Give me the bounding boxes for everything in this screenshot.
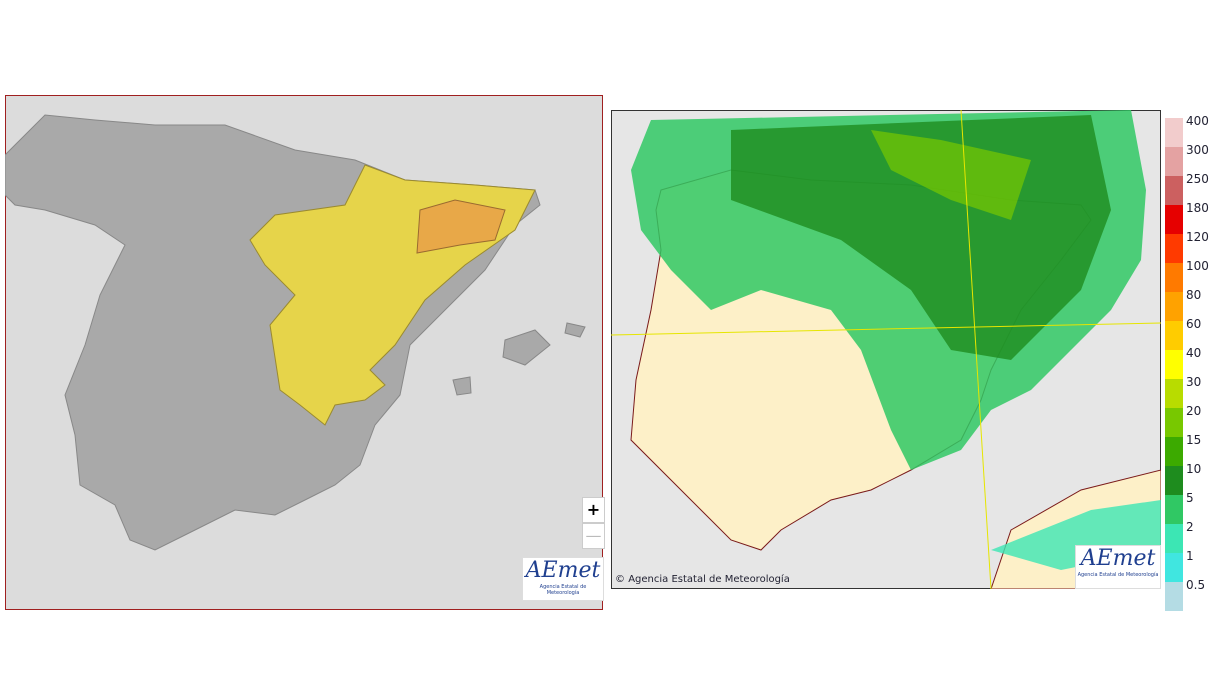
legend-swatch: [1165, 524, 1183, 553]
zoom-in-button[interactable]: +: [582, 497, 605, 523]
logo-subtitle: Agencia Estatal de Meteorología: [539, 584, 587, 596]
legend-label: 2: [1186, 520, 1194, 534]
island: [564, 322, 586, 338]
rain-map: © Agencia Estatal de Meteorología: [611, 110, 1161, 589]
copyright: © Agencia Estatal de Meteorología: [615, 573, 790, 585]
legend-swatch: [1165, 234, 1183, 263]
legend-swatch: [1165, 147, 1183, 176]
legend-swatch: [1165, 176, 1183, 205]
legend-label: 15: [1186, 433, 1202, 447]
logo-name: AEmet: [1080, 546, 1156, 571]
legend-label: 1: [1186, 549, 1194, 563]
legend-label: 20: [1186, 404, 1202, 418]
legend-swatch: [1165, 350, 1183, 379]
legend-swatch: [1165, 292, 1183, 321]
orange-warning-area: [416, 199, 506, 254]
zoom-out-button[interactable]: —: [582, 523, 605, 549]
legend-swatch: [1165, 437, 1183, 466]
legend-swatch: [1165, 495, 1183, 524]
legend-label: 30: [1186, 375, 1202, 389]
island: [502, 329, 551, 366]
legend-label: 300: [1186, 143, 1209, 157]
legend-swatch: [1165, 408, 1183, 437]
legend-label: 40: [1186, 346, 1202, 360]
legend-swatch: [1165, 379, 1183, 408]
legend-label: 400: [1186, 114, 1209, 128]
logo: AEmet Agencia Estatal de Meteorología: [1075, 545, 1161, 589]
legend-label: 10: [1186, 462, 1202, 476]
legend-swatch: [1165, 205, 1183, 234]
legend-label: 120: [1186, 230, 1209, 244]
legend-label: 250: [1186, 172, 1209, 186]
grid-line: [611, 322, 1161, 336]
legend-label: 80: [1186, 288, 1202, 302]
legend-label: 180: [1186, 201, 1209, 215]
legend-swatch: [1165, 263, 1183, 292]
copyright-text: Agencia Estatal de Meteorología: [628, 573, 790, 585]
logo: AEmet Agencia Estatal de Meteorología: [522, 557, 604, 601]
legend-swatch: [1165, 553, 1183, 582]
legend-swatch: [1165, 466, 1183, 495]
grid-line: [960, 110, 992, 589]
logo-subtitle: Agencia Estatal de Meteorología: [1077, 572, 1159, 578]
legend-label: 100: [1186, 259, 1209, 273]
legend-swatch: [1165, 582, 1183, 611]
legend-label: 0.5: [1186, 578, 1206, 592]
legend: 400 300 250 180 120 100 80 60 40 30 20 15 10 5 2 1 0.5: [1165, 114, 1211, 611]
legend-label: 60: [1186, 317, 1202, 331]
legend-swatch: [1165, 321, 1183, 350]
rain-area-very-heavy: [871, 130, 1031, 220]
legend-swatch: [1165, 118, 1183, 147]
warning-map: [5, 95, 603, 610]
logo-name: AEmet: [525, 558, 601, 583]
legend-label: 5: [1186, 491, 1194, 505]
island: [452, 376, 472, 396]
